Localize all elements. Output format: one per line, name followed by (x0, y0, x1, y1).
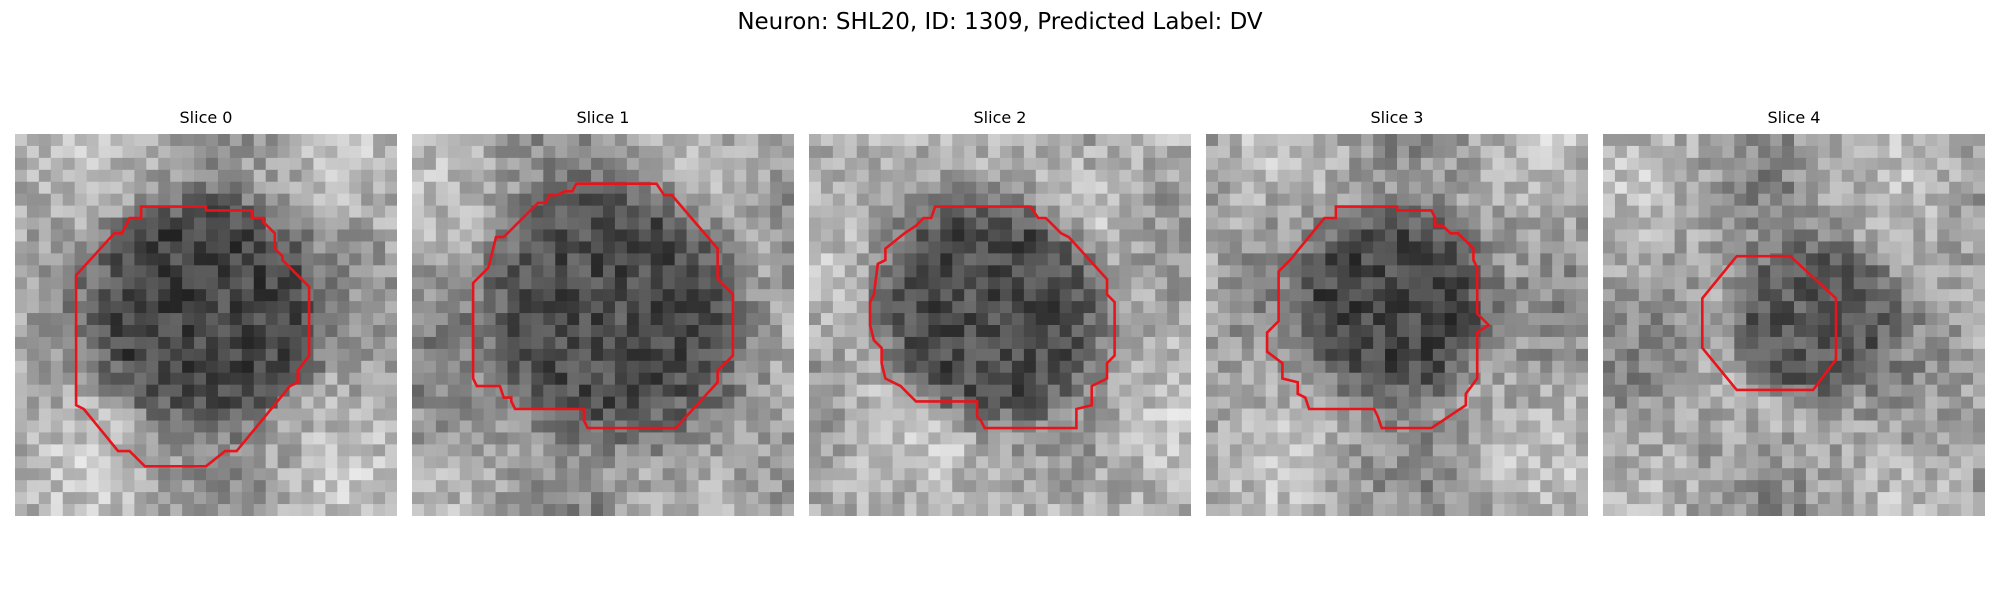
slice-image (1206, 134, 1588, 516)
slice-panel-0: Slice 0 (15, 108, 397, 516)
roi-contour (74, 205, 311, 468)
roi-contour (1265, 205, 1491, 430)
roi-contour (868, 205, 1116, 430)
pixel-grid (809, 134, 1191, 516)
figure-title: Neuron: SHL20, ID: 1309, Predicted Label… (737, 9, 1263, 35)
slice-panel-3: Slice 3 (1206, 108, 1588, 516)
slice-title: Slice 4 (1767, 108, 1821, 127)
slice-image (412, 134, 794, 516)
slice-title: Slice 0 (179, 108, 233, 127)
slice-image (809, 134, 1191, 516)
pixel-grid (1206, 134, 1588, 516)
slice-panel-2: Slice 2 (809, 108, 1191, 516)
pixel-grid (1603, 134, 1985, 516)
roi-contour (471, 182, 735, 430)
slice-image (15, 134, 397, 516)
roi-contour (1701, 254, 1838, 392)
slice-image (1603, 134, 1985, 516)
pixel-grid (412, 134, 794, 516)
slice-title: Slice 3 (1370, 108, 1424, 127)
slice-panel-4: Slice 4 (1603, 108, 1985, 516)
slice-panel-1: Slice 1 (412, 108, 794, 516)
slice-title: Slice 2 (973, 108, 1027, 127)
pixel-grid (15, 134, 397, 516)
slice-title: Slice 1 (576, 108, 630, 127)
